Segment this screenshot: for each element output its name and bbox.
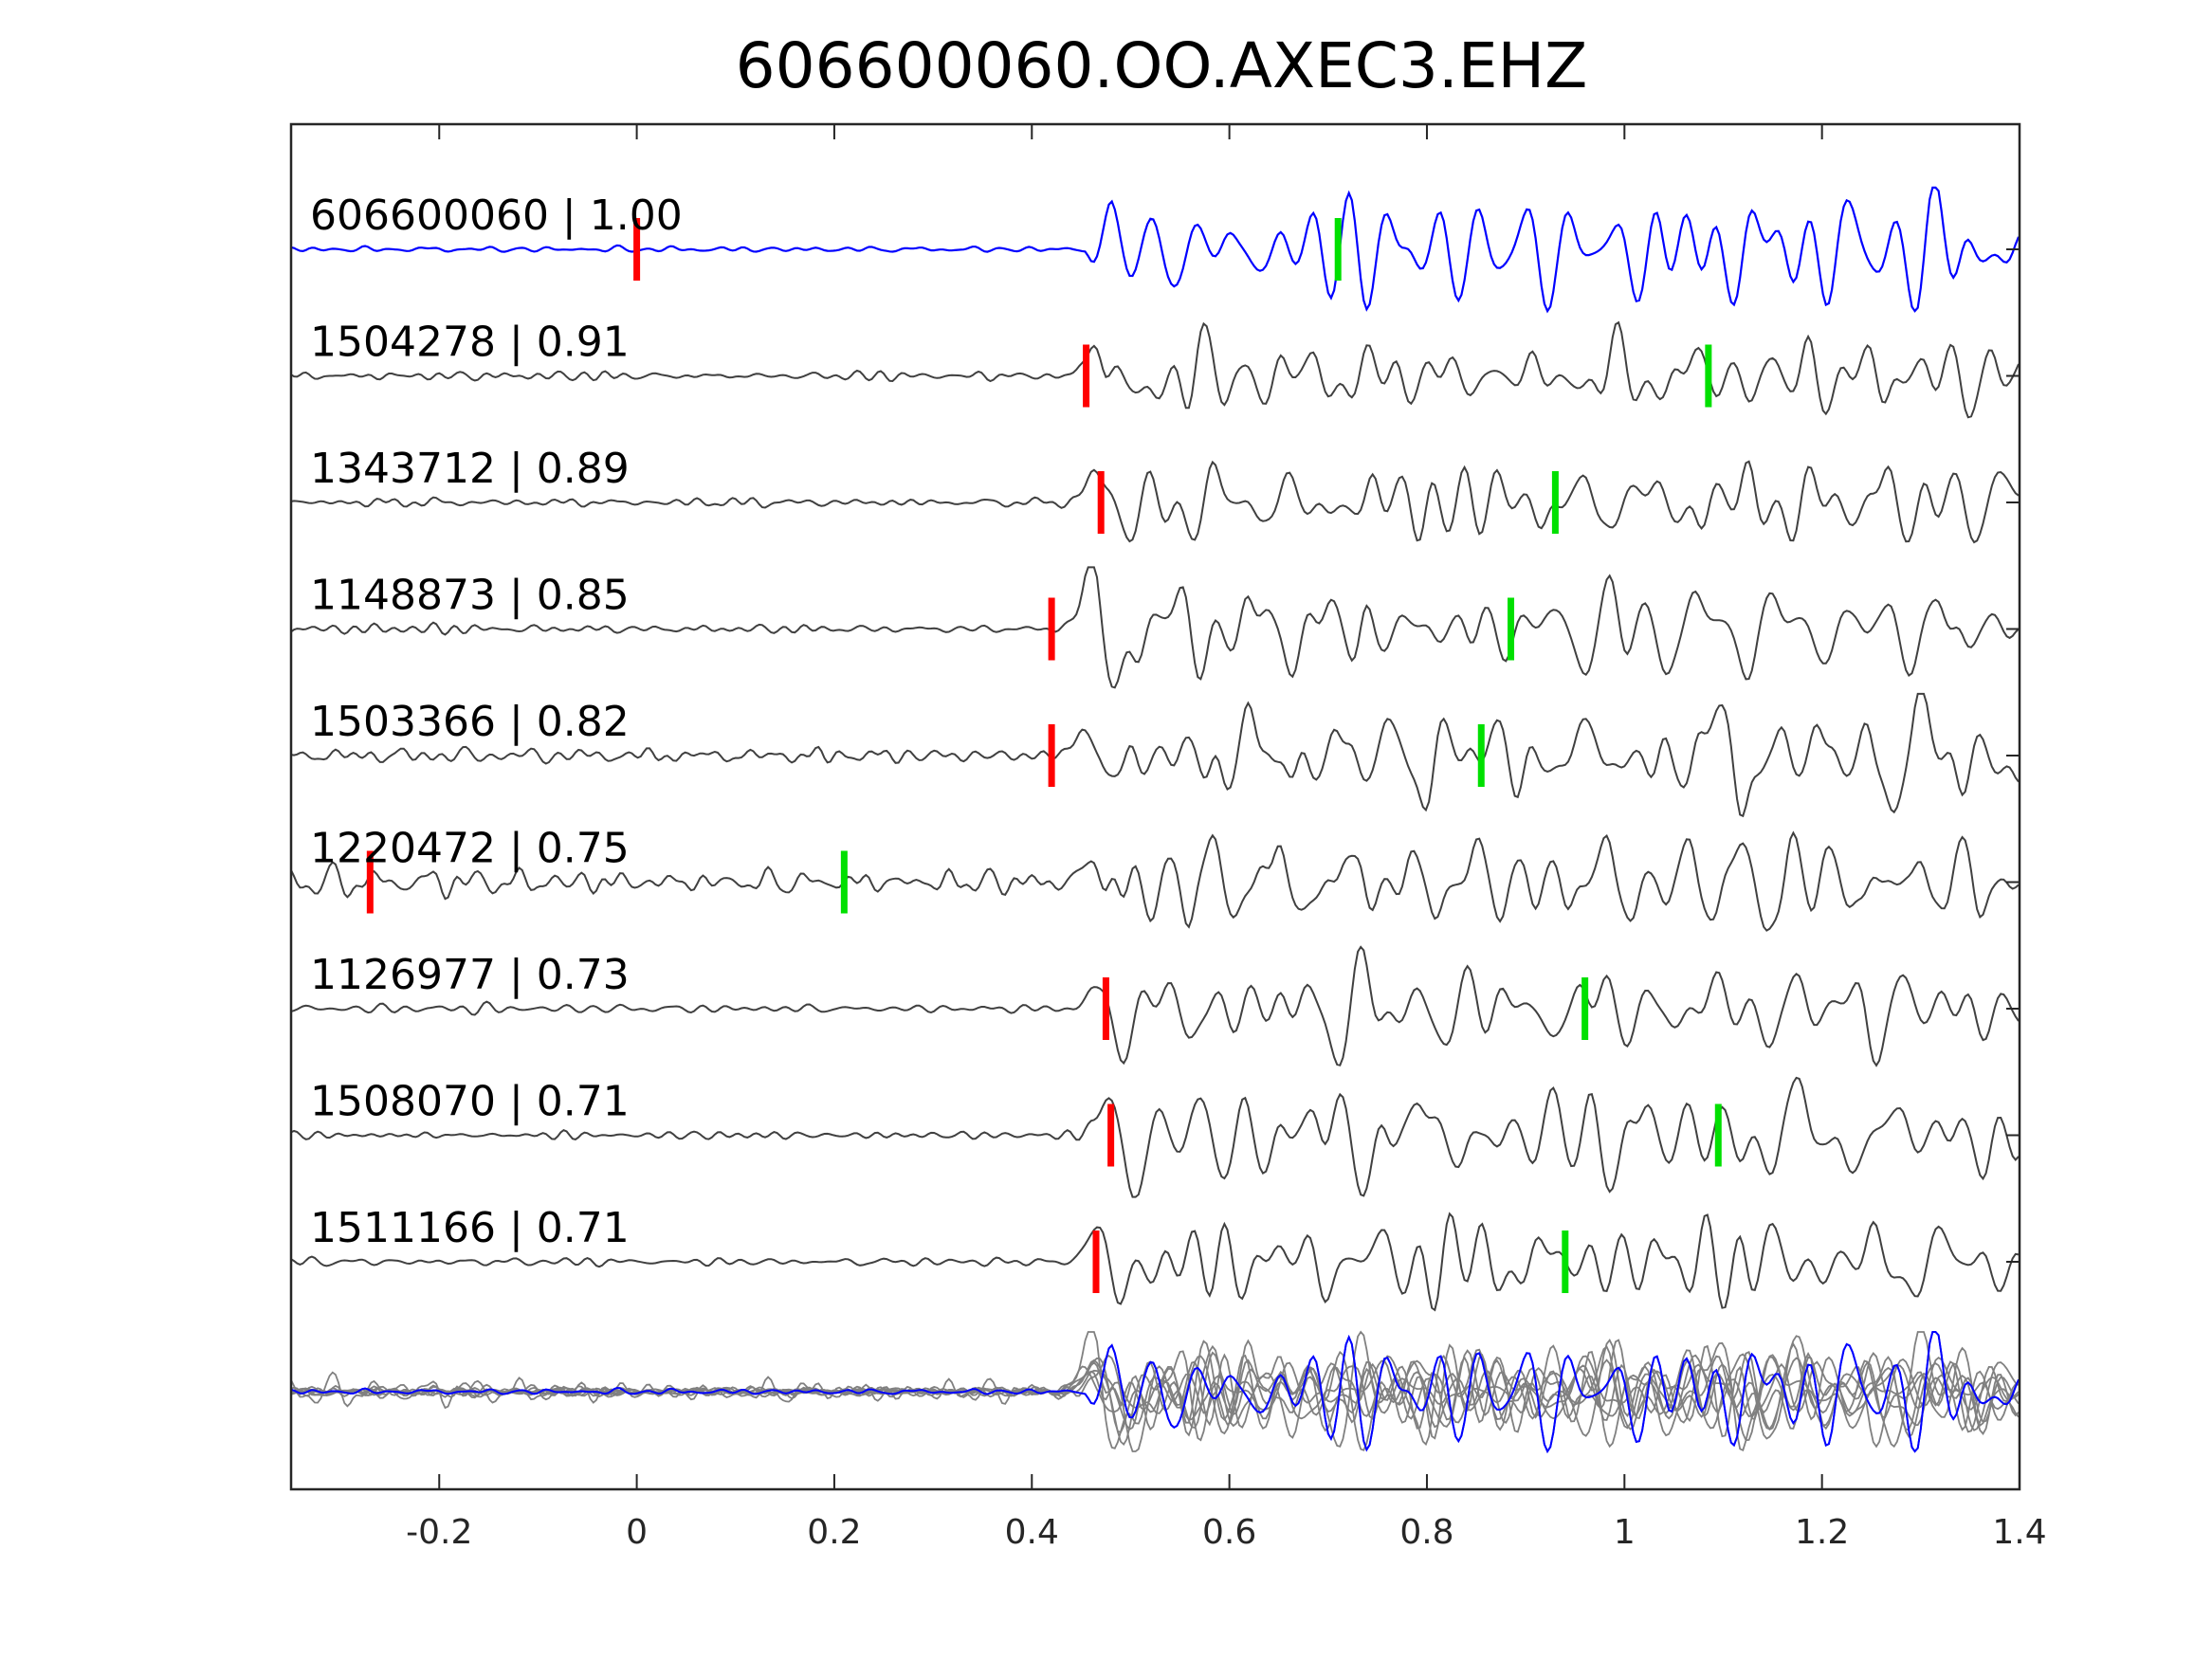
x-axis: -0.2 0 0.2 0.4 0.6 0.8 1 1.2 1.4 xyxy=(406,124,2047,1552)
stack-trace-1511166 xyxy=(290,1343,2020,1440)
trace-1504278 xyxy=(290,320,2020,419)
x-tick-label: 1 xyxy=(1614,1513,1636,1552)
trace-1220472 xyxy=(290,830,2020,932)
x-tick-label: 0.2 xyxy=(807,1513,861,1552)
trace-label-1503366: 1503366 | 0.82 xyxy=(310,698,630,746)
x-tick-label: 0 xyxy=(626,1513,648,1552)
trace-1148873 xyxy=(290,566,2020,689)
stack-template-trace xyxy=(290,1331,2020,1454)
x-tick-label: 1.4 xyxy=(1992,1513,2046,1552)
x-tick-label: 0.4 xyxy=(1005,1513,1059,1552)
trace-label-1343712: 1343712 | 0.89 xyxy=(310,445,630,493)
axes-frame xyxy=(289,122,2021,1491)
x-tick-label: 0.8 xyxy=(1399,1513,1453,1552)
trace-1343712 xyxy=(290,460,2020,544)
x-tick-label: 0.6 xyxy=(1202,1513,1256,1552)
trace-1126977 xyxy=(290,945,2020,1067)
x-tick-label: 1.2 xyxy=(1795,1513,1849,1552)
trace-1508070 xyxy=(290,1076,2020,1198)
chart-title: 606600060.OO.AXEC3.EHZ xyxy=(736,29,1588,102)
trace-label-606600060: 606600060 | 1.00 xyxy=(310,191,683,240)
trace-606600060 xyxy=(290,186,2020,314)
x-tick-label: -0.2 xyxy=(406,1513,472,1552)
trace-label-1504278: 1504278 | 0.91 xyxy=(310,319,630,367)
trace-label-1126977: 1126977 | 0.73 xyxy=(310,951,630,999)
trace-1511166 xyxy=(290,1212,2020,1312)
trace-label-1508070: 1508070 | 0.71 xyxy=(310,1078,630,1126)
trace-label-1148873: 1148873 | 0.85 xyxy=(310,572,630,620)
trace-1503366 xyxy=(290,692,2020,818)
plot-area: 606600060 | 1.00 1504278 | 0.91 1343712 | … xyxy=(290,186,2020,1454)
trace-label-1220472: 1220472 | 0.75 xyxy=(310,825,630,873)
stack-trace-1220472 xyxy=(290,1341,2020,1440)
trace-label-1511166: 1511166 | 0.71 xyxy=(310,1204,630,1252)
